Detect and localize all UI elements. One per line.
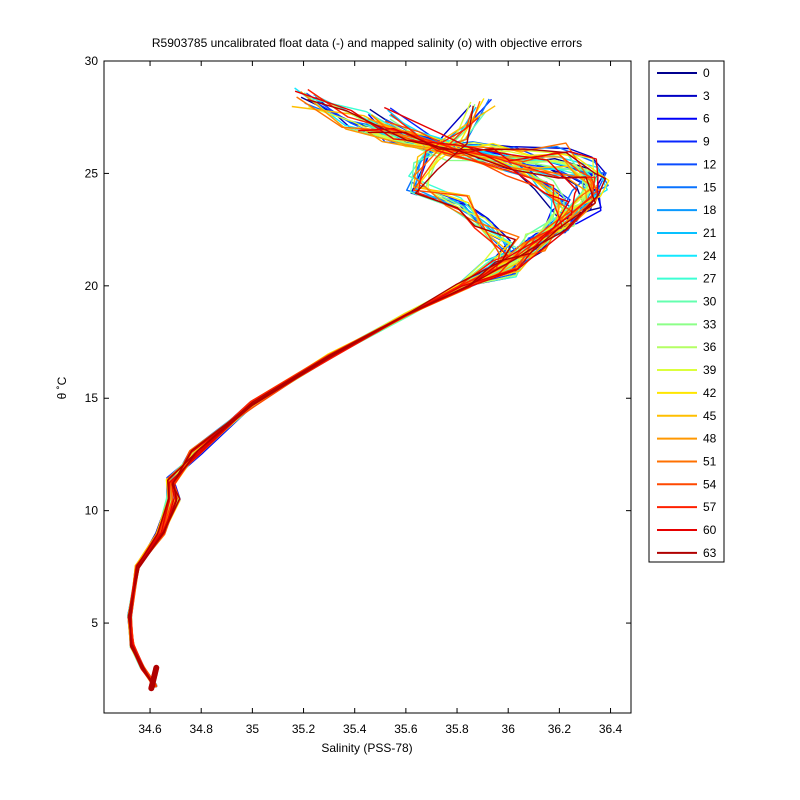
legend-label: 27 (703, 272, 717, 286)
legend-box (648, 60, 725, 563)
x-tick-label: 34.6 (138, 722, 162, 736)
y-tick-label: 20 (85, 279, 99, 293)
tick-layer: 34.6 34.8 35 35.2 35.4 35.6 35.8 36 36.2 36.4 5 10 1… (85, 54, 631, 736)
y-axis-label: θ ˚C (55, 376, 69, 399)
legend-label: 12 (703, 157, 717, 171)
legend-label: 9 (703, 135, 710, 149)
y-tick-label: 5 (91, 616, 98, 630)
x-tick-label: 34.8 (190, 722, 214, 736)
profile-line (127, 98, 596, 688)
legend-label: 15 (703, 180, 717, 194)
x-tick-label: 36.4 (599, 722, 623, 736)
legend-label: 51 (703, 454, 717, 468)
x-tick-label: 36 (502, 722, 516, 736)
legend-label: 30 (703, 295, 717, 309)
legend-label: 48 (703, 432, 717, 446)
mapped-salinity-marker (153, 664, 160, 671)
legend-label: 0 (703, 66, 710, 80)
y-tick-label: 15 (85, 391, 99, 405)
chart-title: R5903785 uncalibrated float data (-) and… (152, 36, 582, 50)
x-tick-label: 35 (246, 722, 260, 736)
legend-label: 63 (703, 546, 717, 560)
x-tick-label: 35.2 (292, 722, 316, 736)
y-tick-label: 10 (85, 504, 99, 518)
legend-label: 6 (703, 112, 710, 126)
legend-label: 33 (703, 317, 717, 331)
legend-label: 36 (703, 340, 717, 354)
y-tick-label: 25 (85, 166, 99, 180)
legend-label: 42 (703, 386, 717, 400)
legend-label: 18 (703, 203, 717, 217)
chart-title-layer: R5903785 uncalibrated float data (-) and… (152, 36, 582, 50)
x-tick-label: 35.6 (394, 722, 418, 736)
legend-label: 39 (703, 363, 717, 377)
legend-label: 60 (703, 523, 717, 537)
y-tick-label: 30 (85, 54, 99, 68)
legend-label: 24 (703, 249, 717, 263)
legend-label: 54 (703, 477, 717, 491)
legend-label: 45 (703, 409, 717, 423)
series-layer (127, 87, 610, 692)
plot-area: 34.6 34.8 35 35.2 35.4 35.6 35.8 36 36.2 36.4 5 10 1… (85, 54, 632, 736)
x-tick-label: 35.4 (343, 722, 367, 736)
legend-label: 57 (703, 500, 717, 514)
legend-label: 3 (703, 89, 710, 103)
x-tick-label: 35.8 (445, 722, 469, 736)
x-axis-label: Salinity (PSS-78) (321, 741, 412, 755)
legend-label: 21 (703, 226, 717, 240)
x-tick-label: 36.2 (548, 722, 572, 736)
